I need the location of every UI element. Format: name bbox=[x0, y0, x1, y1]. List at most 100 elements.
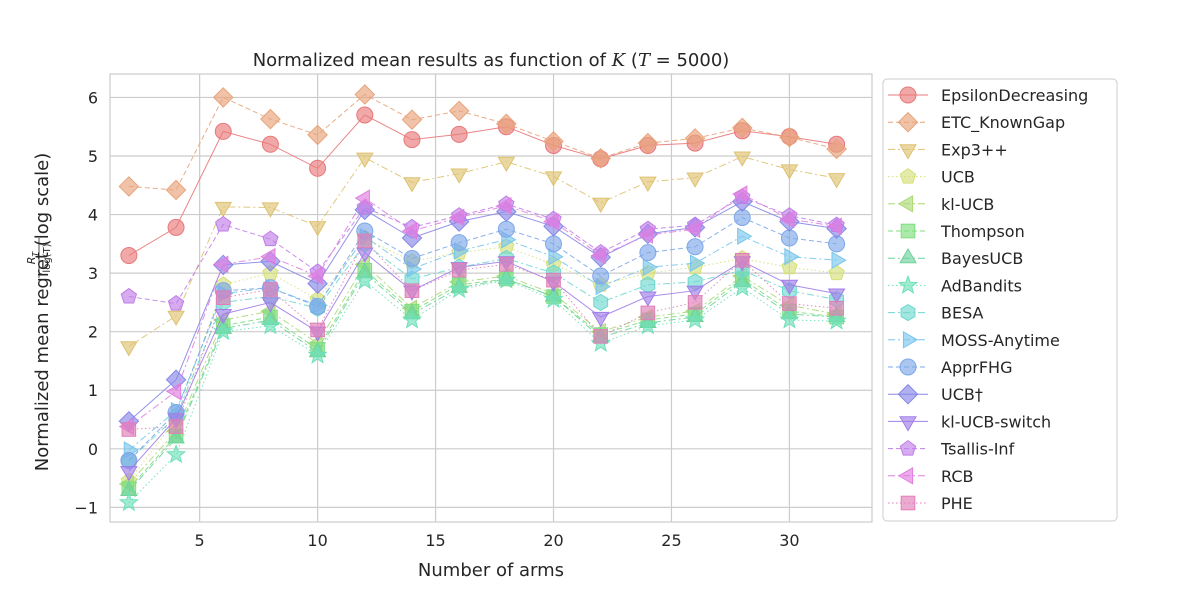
data-point bbox=[308, 221, 327, 237]
legend-label: Exp3++ bbox=[941, 140, 1008, 159]
data-point bbox=[827, 288, 846, 304]
data-point bbox=[307, 124, 328, 146]
legend-item: RCB bbox=[888, 467, 973, 486]
data-point bbox=[118, 492, 139, 512]
legend-label: RCB bbox=[941, 467, 973, 486]
legend-label: PHE bbox=[941, 494, 973, 513]
data-point bbox=[689, 254, 706, 272]
data-point bbox=[497, 156, 516, 173]
legend-label: BESA bbox=[941, 304, 984, 323]
series-line bbox=[128, 240, 837, 430]
data-point bbox=[450, 125, 468, 143]
legend-label: Tsallis-Inf bbox=[940, 440, 1015, 459]
legend-label: Thompson bbox=[940, 222, 1025, 241]
data-point bbox=[826, 217, 842, 236]
data-point bbox=[591, 197, 610, 214]
data-point bbox=[448, 100, 470, 122]
data-point bbox=[637, 226, 653, 244]
legend-item: BayesUCB bbox=[888, 248, 1023, 268]
series-line bbox=[128, 93, 837, 191]
legend-marker bbox=[899, 248, 917, 264]
data-point bbox=[732, 277, 753, 297]
y-fraction-numerator: RT bbox=[25, 251, 40, 265]
series-line bbox=[128, 201, 837, 422]
series-line bbox=[128, 114, 837, 256]
legend-item: BESA bbox=[888, 304, 984, 323]
y-tick-label: 5 bbox=[88, 147, 98, 166]
legend-marker bbox=[900, 495, 916, 511]
data-point bbox=[684, 220, 701, 239]
legend-item: Thompson bbox=[888, 222, 1025, 241]
data-point bbox=[357, 233, 373, 249]
legend-marker bbox=[899, 416, 917, 432]
data-point bbox=[545, 235, 563, 253]
data-point bbox=[309, 297, 327, 315]
data-point bbox=[167, 428, 185, 444]
data-point bbox=[496, 113, 517, 135]
legend-marker bbox=[897, 466, 914, 485]
series-line bbox=[128, 156, 837, 347]
y-tick-label: 1 bbox=[88, 381, 98, 400]
y-fraction-denominator: log(T) bbox=[42, 243, 53, 272]
data-point bbox=[684, 128, 706, 149]
series-exp3- bbox=[120, 151, 846, 357]
data-point bbox=[401, 109, 423, 130]
y-axis-label: Normalized mean regret (log scale) bbox=[32, 153, 53, 472]
legend-item: kl-UCB-switch bbox=[888, 412, 1051, 432]
x-tick-labels: 5 10 15 20 25 30 bbox=[195, 531, 800, 550]
plot-frame bbox=[109, 73, 873, 523]
legend-item: ETC_KnownGap bbox=[888, 111, 1065, 133]
data-point bbox=[831, 251, 847, 270]
data-point bbox=[543, 212, 559, 231]
data-point bbox=[450, 168, 468, 184]
data-point bbox=[687, 295, 703, 310]
data-point bbox=[354, 84, 376, 105]
legend-marker bbox=[897, 383, 919, 405]
data-point bbox=[640, 276, 656, 294]
legend-item: Tsallis-Inf bbox=[888, 440, 1015, 459]
series-etc-knowngap bbox=[118, 84, 847, 201]
data-point bbox=[779, 126, 800, 148]
data-point bbox=[309, 159, 327, 177]
data-point bbox=[260, 315, 281, 335]
data-point bbox=[684, 309, 706, 329]
data-point bbox=[165, 179, 187, 201]
data-point bbox=[544, 171, 563, 187]
legend-marker bbox=[902, 330, 919, 349]
data-point bbox=[782, 296, 797, 311]
y-tick-label: 6 bbox=[88, 88, 98, 107]
series-line bbox=[128, 251, 837, 472]
legend-marker bbox=[899, 439, 917, 456]
data-point bbox=[548, 247, 564, 266]
series-line bbox=[128, 216, 837, 461]
data-point bbox=[120, 247, 138, 265]
data-point bbox=[450, 234, 468, 252]
series-line bbox=[128, 269, 837, 489]
data-point bbox=[779, 309, 800, 329]
data-point bbox=[828, 264, 845, 281]
legend-item: PHE bbox=[888, 494, 973, 513]
data-point bbox=[639, 176, 657, 192]
data-point bbox=[591, 311, 610, 328]
legend-item: AdBandits bbox=[888, 274, 1022, 295]
legend-label: ETC_KnownGap bbox=[941, 113, 1065, 133]
data-point bbox=[733, 151, 752, 167]
legend-item: kl-UCB bbox=[888, 195, 994, 214]
x-tick-label: 5 bbox=[195, 531, 205, 550]
legend-label: AdBandits bbox=[941, 276, 1022, 295]
data-point bbox=[640, 305, 656, 321]
x-tick-label: 10 bbox=[307, 531, 327, 550]
data-point bbox=[686, 238, 704, 256]
data-point bbox=[310, 322, 325, 338]
data-point bbox=[448, 208, 465, 227]
data-point bbox=[497, 220, 515, 238]
y-tick-labels: −1 0 1 2 3 4 5 6 bbox=[74, 88, 98, 517]
data-point bbox=[355, 152, 374, 168]
data-point bbox=[403, 177, 421, 193]
data-point bbox=[120, 341, 138, 357]
data-point bbox=[639, 291, 657, 307]
series-line bbox=[128, 237, 837, 482]
data-point bbox=[121, 422, 137, 437]
data-point bbox=[499, 257, 514, 272]
x-tick-label: 25 bbox=[661, 531, 681, 550]
